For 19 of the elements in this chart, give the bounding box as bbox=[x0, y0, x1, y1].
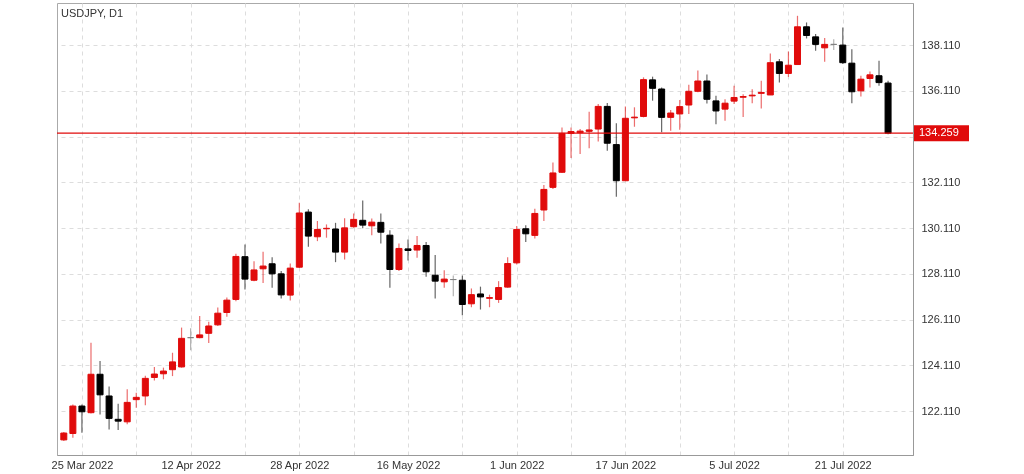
y-tick-label: 130.110 bbox=[921, 221, 961, 234]
candlestick bbox=[866, 70, 874, 89]
x-tick-label: 21 Jul 2022 bbox=[814, 458, 872, 471]
x-tick-label: 16 May 2022 bbox=[376, 458, 441, 471]
y-tick-label: 126.110 bbox=[921, 313, 961, 326]
x-tick-label: 1 Jun 2022 bbox=[489, 458, 545, 471]
ref-line-label: 134.259 bbox=[919, 126, 959, 139]
y-tick-label: 124.110 bbox=[921, 358, 961, 371]
x-tick-label: 5 Jul 2022 bbox=[709, 458, 760, 471]
x-tick-label: 25 Mar 2022 bbox=[51, 458, 114, 471]
x-tick-label: 28 Apr 2022 bbox=[270, 458, 330, 471]
chart-title: USDJPY, D1 bbox=[61, 7, 124, 19]
x-tick-label: 17 Jun 2022 bbox=[595, 458, 657, 471]
y-tick-label: 122.110 bbox=[921, 404, 961, 417]
y-tick-label: 138.110 bbox=[921, 38, 961, 51]
y-tick-label: 136.110 bbox=[921, 84, 961, 97]
y-tick-label: 128.110 bbox=[921, 267, 961, 280]
y-tick-label: 132.110 bbox=[921, 175, 961, 188]
x-tick-label: 12 Apr 2022 bbox=[161, 458, 221, 471]
